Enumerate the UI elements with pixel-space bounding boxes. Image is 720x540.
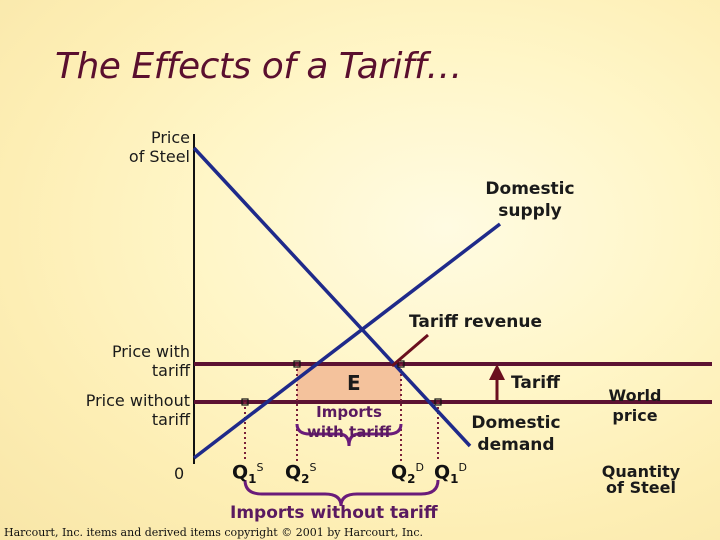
imports-without-tariff-label: Imports without tariff [230,503,438,523]
imports-with-tariff-label: Imports with tariff [306,403,392,441]
tariff-revenue-area [297,364,401,402]
y-axis-label: Price of Steel [128,128,190,166]
copyright-footer: Harcourt, Inc. items and derived items c… [4,526,423,539]
domestic-demand-curve [192,146,472,448]
area-e-label: E [347,371,361,395]
tariff-label: Tariff [511,373,560,393]
q1-supply-label: Q1S [232,461,264,487]
slide-title: The Effects of a Tariff… [55,46,462,87]
q2-supply-label: Q2S [285,461,317,487]
imports-without-tariff-brace [243,479,440,507]
x-axis-label: Quantity of Steel [601,462,681,497]
tariff-arrow-head [489,364,505,380]
domestic-demand-label: Domestic demand [471,413,561,455]
domestic-supply-curve [192,222,502,460]
tariff-revenue-pointer [391,333,429,368]
q1-demand-label: Q1D [434,461,467,487]
imports-with-tariff-brace [295,423,403,447]
q2-demand-label: Q2D [391,461,424,487]
domestic-supply-label: Domestic supply [485,179,575,221]
origin-label: 0 [174,464,185,483]
world-price-label: World price [608,386,662,425]
price-with-tariff-label: Price with tariff [111,342,190,380]
tariff-revenue-label: Tariff revenue [409,312,543,332]
intersection-markers [241,360,442,406]
price-without-tariff-label: Price without tariff [85,391,190,429]
